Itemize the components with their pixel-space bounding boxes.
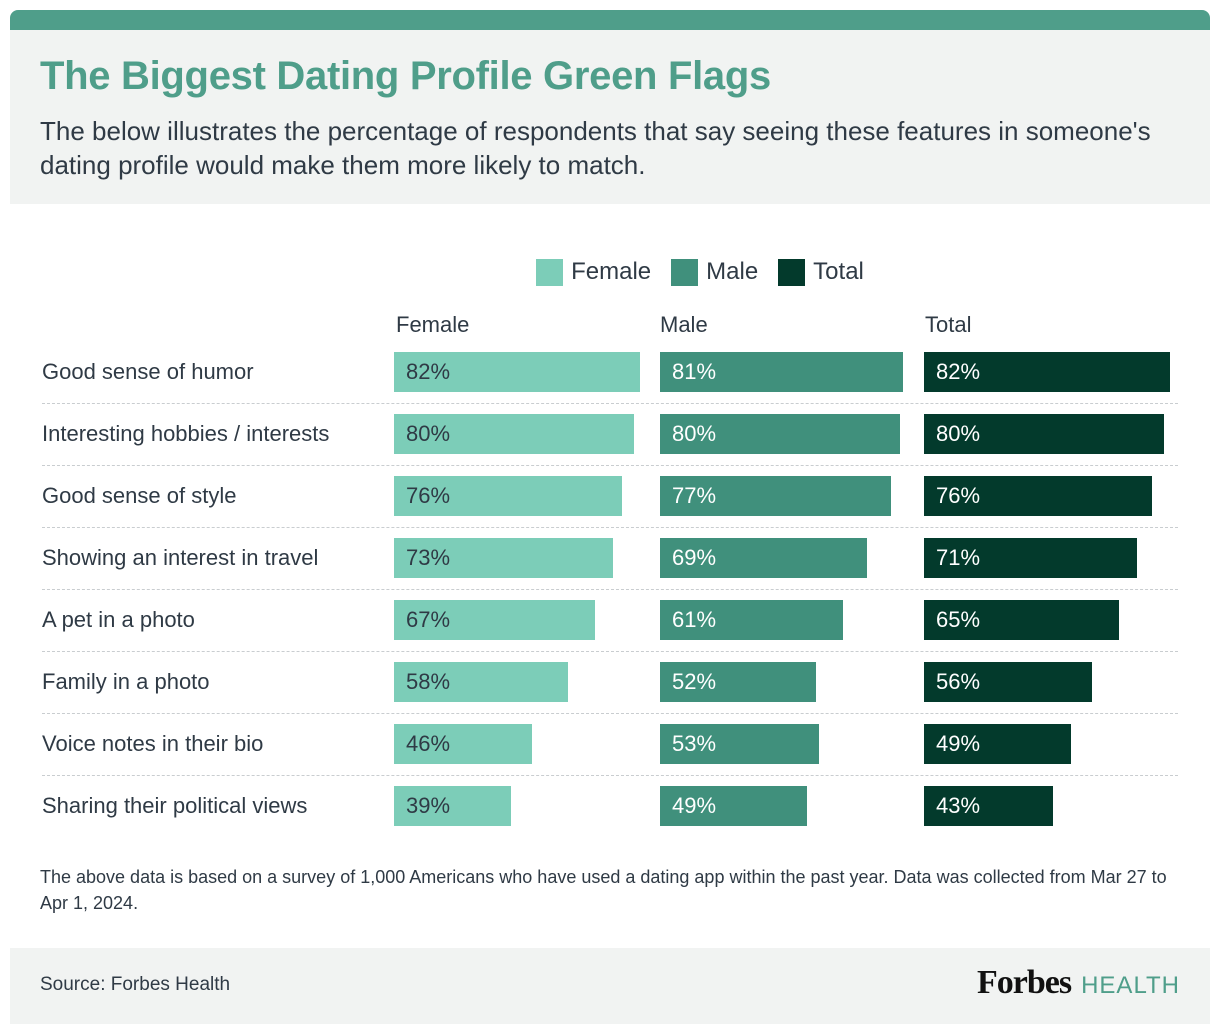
data-label-total: 65% [936,607,981,632]
bar-total: 82% [924,352,1170,392]
bar-female: 39% [394,786,511,826]
bar-total: 49% [924,724,1071,764]
bar-female: 80% [394,414,634,454]
row-label: Good sense of style [42,483,237,508]
bar-total: 56% [924,662,1092,702]
data-label-male: 69% [672,545,717,570]
top-accent-bar [10,10,1210,30]
row-divider [42,465,1178,466]
legend-swatch-female [536,258,564,286]
legend-item-male: Male [671,258,758,286]
footnote: The above data is based on a survey of 1… [40,867,1167,913]
data-label-male: 61% [672,607,717,632]
footer-panel: Source: Forbes Health Forbes HEALTH [10,948,1210,1024]
table-row: Good sense of style 76% 77% 76% [42,476,1178,538]
row-label: Sharing their political views [42,793,308,818]
data-label-female: 73% [406,545,451,570]
data-label-male: 49% [672,793,717,818]
bar-total: 65% [924,600,1119,640]
row-label: A pet in a photo [42,607,195,632]
bar-total: 80% [924,414,1164,454]
table-row: Voice notes in their bio 46% 53% 49% [42,724,1178,786]
bar-female: 58% [394,662,568,702]
bar-female: 82% [394,352,640,392]
page-title: The Biggest Dating Profile Green Flags [40,54,771,98]
logo-health-text: HEALTH [1081,972,1180,999]
column-header-male: Male [660,312,708,337]
row-label: Interesting hobbies / interests [42,421,330,446]
table-row: Family in a photo 58% 52% 56% [42,662,1178,724]
page-subtitle: The below illustrates the percentage of … [40,116,1151,180]
bar-female: 46% [394,724,532,764]
bar-male: 53% [660,724,819,764]
bar-total: 43% [924,786,1053,826]
row-divider [42,589,1178,590]
forbes-health-logo: Forbes HEALTH [977,964,1180,1002]
bar-female: 67% [394,600,595,640]
data-label-total: 49% [936,731,981,756]
legend-label-female: Female [571,258,652,285]
data-label-female: 82% [406,359,451,384]
row-divider [42,651,1178,652]
bar-male: 77% [660,476,891,516]
data-label-male: 52% [672,669,717,694]
data-label-male: 53% [672,731,717,756]
data-label-total: 76% [936,483,981,508]
bar-male: 61% [660,600,843,640]
legend-swatch-total [778,258,806,286]
data-label-total: 56% [936,669,981,694]
row-label: Showing an interest in travel [42,545,319,570]
table-row: Interesting hobbies / interests 80% 80% 80% [42,414,1178,476]
table-row: Sharing their political views 39% 49% 43% [42,786,1178,848]
row-label: Good sense of humor [42,359,254,384]
bar-total: 76% [924,476,1152,516]
bar-male: 49% [660,786,807,826]
legend-label-male: Male [706,258,759,285]
data-label-total: 43% [936,793,981,818]
row-divider [42,403,1178,404]
bar-female: 73% [394,538,613,578]
data-label-female: 76% [406,483,451,508]
bar-female: 76% [394,476,622,516]
chart-legend: Female Male Total [0,256,1220,288]
data-label-male: 81% [672,359,717,384]
row-divider [42,775,1178,776]
row-divider [42,713,1178,714]
bar-male: 81% [660,352,903,392]
legend-item-female: Female [536,258,651,286]
legend-swatch-male [671,258,699,286]
data-label-female: 80% [406,421,451,446]
data-label-female: 67% [406,607,451,632]
bar-male: 52% [660,662,816,702]
data-label-female: 58% [406,669,451,694]
bar-total: 71% [924,538,1137,578]
legend-item-total: Total [778,258,864,286]
bar-male: 80% [660,414,900,454]
data-label-female: 39% [406,793,451,818]
data-label-total: 82% [936,359,981,384]
source-text: Source: Forbes Health [40,974,231,995]
data-label-female: 46% [406,731,451,756]
row-divider [42,527,1178,528]
row-label: Family in a photo [42,669,210,694]
legend-label-total: Total [813,258,864,285]
bar-male: 69% [660,538,867,578]
data-label-total: 71% [936,545,981,570]
header-panel: The Biggest Dating Profile Green Flags T… [10,30,1210,204]
logo-forbes-text: Forbes [977,964,1072,1001]
table-row: Good sense of humor 82% 81% 82% [42,352,1178,414]
table-row: Showing an interest in travel 73% 69% 71% [42,538,1178,600]
column-header-female: Female [396,312,470,337]
data-label-male: 77% [672,483,717,508]
table-row: A pet in a photo 67% 61% 65% [42,600,1178,662]
data-label-male: 80% [672,421,717,446]
row-label: Voice notes in their bio [42,731,264,756]
column-header-total: Total [925,312,972,337]
data-label-total: 80% [936,421,981,446]
